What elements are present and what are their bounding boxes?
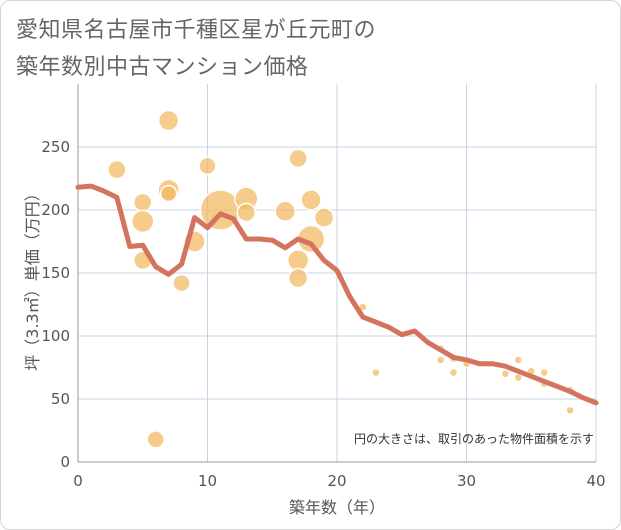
bubble-point-17 [287, 267, 309, 289]
x-tick-label-0: 0 [73, 472, 83, 490]
bubble-point-7 [159, 184, 178, 203]
price-trend-line [75, 183, 599, 406]
bubble-point-8 [172, 273, 191, 293]
y-tick-label-200: 200 [41, 201, 70, 219]
tick-labels: 0 10 20 30 40 0 50 100 150 200 250 [41, 138, 605, 490]
chart-title-line-1: 愛知県名古屋市千種区星が丘元町の [16, 18, 377, 43]
bubble-point-28 [500, 369, 511, 379]
bubble-point-13 [236, 202, 257, 223]
y-tick-label-0: 0 [60, 453, 70, 471]
bubble-point-10 [198, 156, 217, 176]
y-tick-label-150: 150 [41, 264, 70, 282]
bubble-series [107, 109, 575, 449]
x-tick-label-30: 30 [457, 472, 476, 490]
bubble-point-2 [131, 209, 155, 234]
y-tick-label-100: 100 [41, 327, 70, 345]
bubble-point-16 [286, 249, 310, 272]
chart-title: 愛知県名古屋市千種区星が丘元町の 築年数別中古マンション価格 [16, 12, 376, 86]
bubble-point-5 [157, 109, 180, 132]
x-tick-label-10: 10 [198, 472, 217, 490]
bubble-point-26 [448, 367, 459, 378]
bubble-point-4 [146, 430, 165, 449]
bubble-point-0 [107, 159, 127, 180]
bubble-point-20 [313, 207, 335, 228]
bubble-point-15 [288, 148, 308, 169]
bubble-point-14 [274, 200, 296, 223]
bubble-point-32 [539, 367, 549, 378]
axes [77, 84, 597, 463]
bubble-point-18 [300, 189, 322, 211]
bubble-point-22 [371, 367, 381, 378]
x-tick-label-20: 20 [327, 472, 346, 490]
y-axis-label: 坪（3.3㎡）単価（万円） [23, 185, 42, 370]
y-tick-label-50: 50 [51, 390, 70, 408]
bubble-point-29 [513, 355, 524, 365]
y-tick-label-250: 250 [41, 138, 70, 156]
bubble-point-1 [133, 192, 153, 213]
x-tick-label-40: 40 [586, 472, 605, 490]
bubble-point-23 [435, 355, 446, 365]
size-note: 円の大きさは、取引のあった物件面積を示す [354, 431, 594, 446]
chart-title-line-2: 築年数別中古マンション価格 [16, 55, 309, 80]
x-axis-label: 築年数（年） [289, 498, 385, 517]
bubble-point-35 [565, 405, 575, 416]
